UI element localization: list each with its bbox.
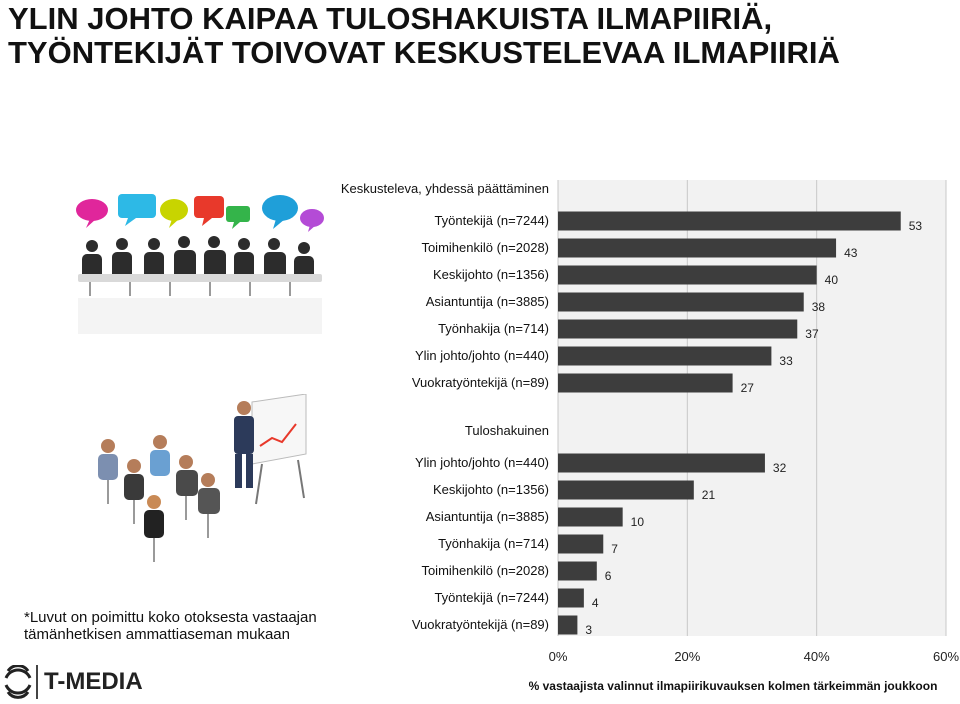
x-tick-label: 60% xyxy=(933,649,959,664)
meeting-group-illustration xyxy=(76,194,324,334)
category-label: Työntekijä (n=7244) xyxy=(434,213,549,228)
category-label: Työnhakija (n=714) xyxy=(438,536,549,551)
category-label: Työnhakija (n=714) xyxy=(438,321,549,336)
bar-value-label: 21 xyxy=(702,488,716,502)
bar xyxy=(558,319,798,339)
slide-title: YLIN JOHTO KAIPAA TULOSHAKUISTA ILMAPIIR… xyxy=(8,2,948,70)
footnote-line-2: tämänhetkisen ammattiaseman mukaan xyxy=(24,626,290,643)
presentation-audience-illustration xyxy=(98,394,307,562)
bar-value-label: 3 xyxy=(585,623,592,637)
bar xyxy=(558,615,578,635)
logo-divider xyxy=(36,665,38,699)
category-label: Ylin johto/johto (n=440) xyxy=(415,348,549,363)
bar-value-label: 6 xyxy=(605,569,612,583)
bar-value-label: 7 xyxy=(611,542,618,556)
bar-value-label: 10 xyxy=(631,515,645,529)
category-label: Keskijohto (n=1356) xyxy=(433,482,549,497)
footnote-line-1: *Luvut on poimittu koko otoksesta vastaa… xyxy=(24,609,317,626)
bar-value-label: 53 xyxy=(909,219,923,233)
group-title: Tuloshakuinen xyxy=(465,423,549,438)
bar xyxy=(558,211,901,231)
footnote: *Luvut on poimittu koko otoksesta vastaa… xyxy=(24,609,317,643)
bar-value-label: 4 xyxy=(592,596,599,610)
bar xyxy=(558,373,733,393)
title-line-2: TYÖNTEKIJÄT TOIVOVAT KESKUSTELEVAA ILMAP… xyxy=(8,35,840,70)
bar-value-label: 37 xyxy=(805,327,819,341)
bar-value-label: 33 xyxy=(779,354,793,368)
category-label: Asiantuntija (n=3885) xyxy=(426,509,549,524)
bar xyxy=(558,588,584,608)
bar xyxy=(558,561,597,581)
bar xyxy=(558,346,772,366)
t-media-logo-mark-icon xyxy=(4,665,32,699)
bar-value-label: 27 xyxy=(741,381,755,395)
bar xyxy=(558,292,804,312)
t-media-logo: T-MEDIA xyxy=(4,662,143,702)
bar-value-label: 38 xyxy=(812,300,826,314)
category-label: Keskijohto (n=1356) xyxy=(433,267,549,282)
bar xyxy=(558,480,694,500)
bar-value-label: 43 xyxy=(844,246,858,260)
x-axis-title: % vastaajista valinnut ilmapiirikuvaukse… xyxy=(529,679,938,693)
bar xyxy=(558,534,604,554)
bar xyxy=(558,238,837,258)
bar xyxy=(558,453,765,473)
x-tick-label: 20% xyxy=(674,649,700,664)
bar xyxy=(558,507,623,527)
bar xyxy=(558,265,817,285)
group-title: Keskusteleva, yhdessä päättäminen xyxy=(341,181,549,196)
x-tick-label: 40% xyxy=(804,649,830,664)
category-label: Vuokratyöntekijä (n=89) xyxy=(412,375,549,390)
bar-value-label: 32 xyxy=(773,461,787,475)
x-tick-label: 0% xyxy=(549,649,568,664)
category-label: Toimihenkilö (n=2028) xyxy=(421,240,549,255)
category-label: Toimihenkilö (n=2028) xyxy=(421,563,549,578)
category-label: Työntekijä (n=7244) xyxy=(434,590,549,605)
bar-value-label: 40 xyxy=(825,273,839,287)
logo-text: T-MEDIA xyxy=(44,668,143,695)
category-label: Vuokratyöntekijä (n=89) xyxy=(412,617,549,632)
category-label: Asiantuntija (n=3885) xyxy=(426,294,549,309)
title-line-1: YLIN JOHTO KAIPAA TULOSHAKUISTA ILMAPIIR… xyxy=(8,1,773,36)
category-label: Ylin johto/johto (n=440) xyxy=(415,455,549,470)
